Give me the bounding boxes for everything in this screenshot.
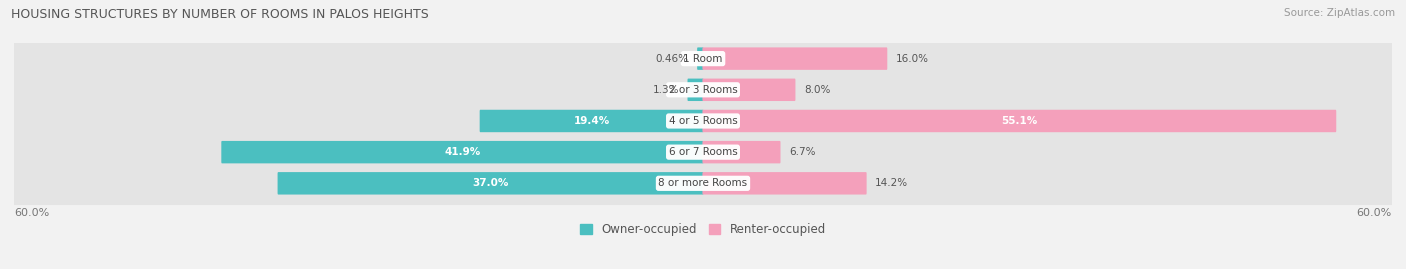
FancyBboxPatch shape: [221, 141, 703, 163]
FancyBboxPatch shape: [13, 130, 1393, 174]
Text: 14.2%: 14.2%: [875, 178, 908, 188]
FancyBboxPatch shape: [703, 79, 796, 101]
FancyBboxPatch shape: [479, 110, 703, 132]
FancyBboxPatch shape: [13, 162, 1393, 205]
Text: 0.46%: 0.46%: [655, 54, 689, 64]
FancyBboxPatch shape: [13, 68, 1393, 111]
Text: 4 or 5 Rooms: 4 or 5 Rooms: [669, 116, 737, 126]
Text: HOUSING STRUCTURES BY NUMBER OF ROOMS IN PALOS HEIGHTS: HOUSING STRUCTURES BY NUMBER OF ROOMS IN…: [11, 8, 429, 21]
FancyBboxPatch shape: [697, 47, 703, 70]
FancyBboxPatch shape: [688, 79, 703, 101]
Text: 55.1%: 55.1%: [1001, 116, 1038, 126]
Text: 6 or 7 Rooms: 6 or 7 Rooms: [669, 147, 737, 157]
Text: 60.0%: 60.0%: [1357, 208, 1392, 218]
FancyBboxPatch shape: [703, 141, 780, 163]
FancyBboxPatch shape: [703, 172, 866, 194]
Legend: Owner-occupied, Renter-occupied: Owner-occupied, Renter-occupied: [575, 218, 831, 240]
Text: Source: ZipAtlas.com: Source: ZipAtlas.com: [1284, 8, 1395, 18]
Text: 37.0%: 37.0%: [472, 178, 509, 188]
FancyBboxPatch shape: [13, 37, 1393, 80]
FancyBboxPatch shape: [13, 99, 1393, 143]
Text: 1 Room: 1 Room: [683, 54, 723, 64]
FancyBboxPatch shape: [703, 110, 1336, 132]
Text: 16.0%: 16.0%: [896, 54, 929, 64]
FancyBboxPatch shape: [277, 172, 703, 194]
FancyBboxPatch shape: [703, 47, 887, 70]
Text: 41.9%: 41.9%: [444, 147, 481, 157]
Text: 8.0%: 8.0%: [804, 85, 831, 95]
Text: 6.7%: 6.7%: [789, 147, 815, 157]
Text: 60.0%: 60.0%: [14, 208, 49, 218]
Text: 2 or 3 Rooms: 2 or 3 Rooms: [669, 85, 737, 95]
Text: 8 or more Rooms: 8 or more Rooms: [658, 178, 748, 188]
Text: 1.3%: 1.3%: [652, 85, 679, 95]
Text: 19.4%: 19.4%: [574, 116, 610, 126]
